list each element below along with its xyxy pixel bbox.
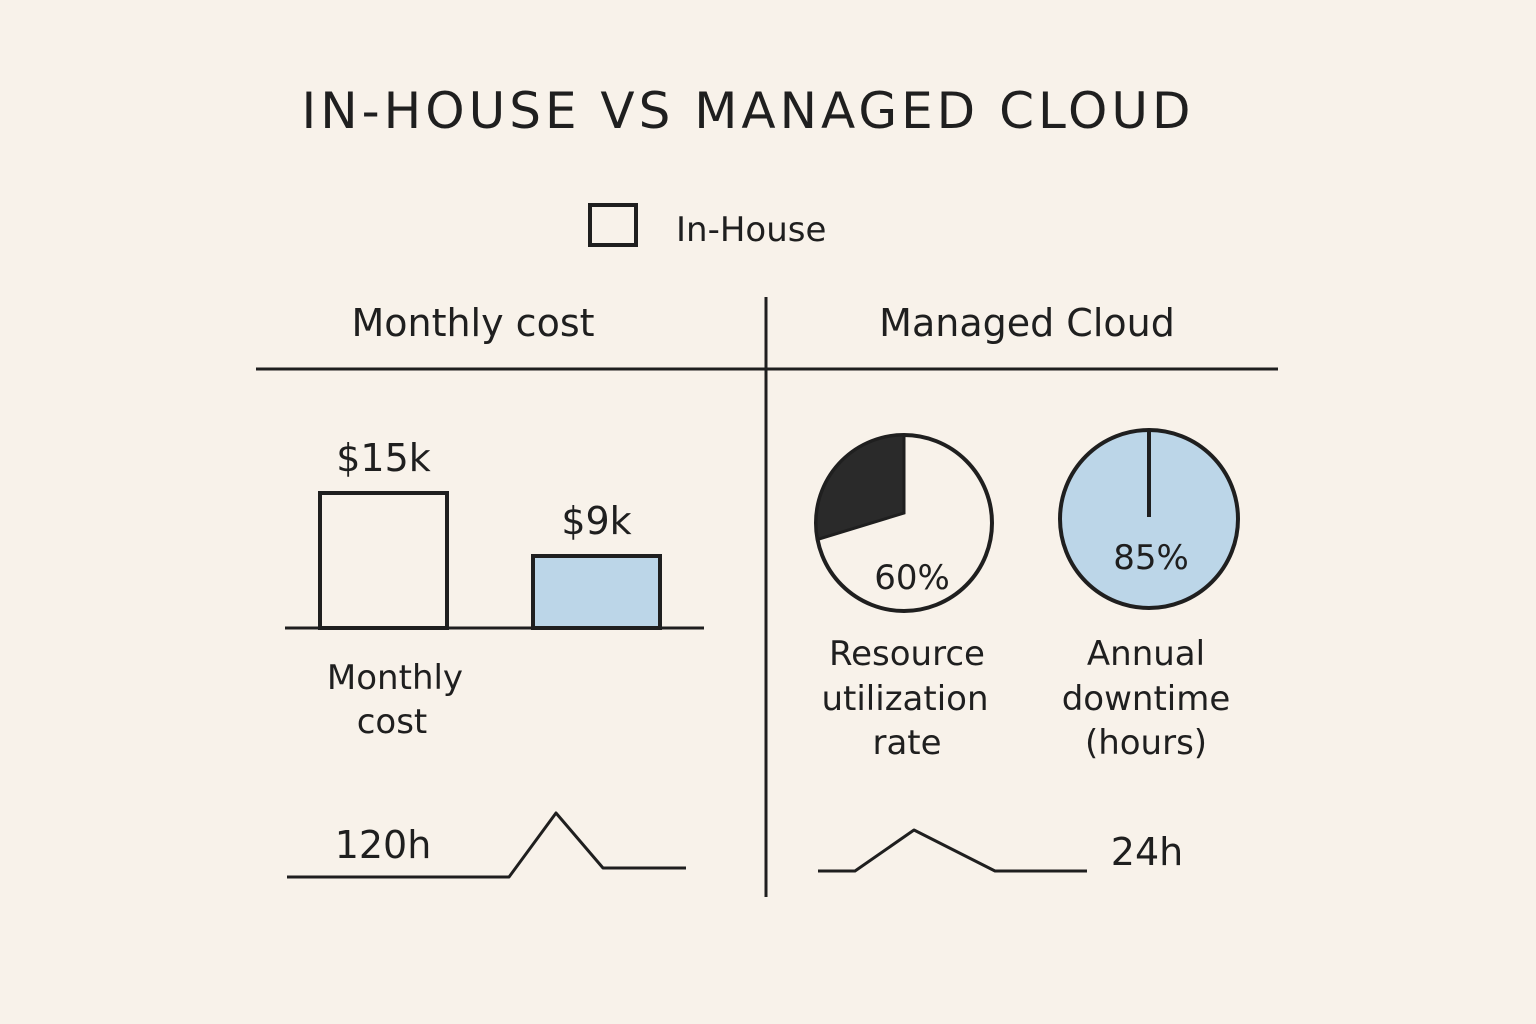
managed-downtime-sparkline (818, 828, 1087, 873)
annual-downtime-pie: 85% (1058, 428, 1240, 610)
bar-value-label-in-house: $15k (336, 436, 431, 480)
bar-in-house (318, 491, 449, 630)
pie2-label-line1: Annual (1087, 634, 1205, 674)
legend-swatch-in-house (588, 203, 638, 247)
pie-slice-remainder (814, 433, 906, 542)
pie1-label-line1: Resource (829, 634, 985, 674)
pie2-label-line2: downtime (1062, 679, 1231, 719)
pie1-label-line3: rate (872, 723, 941, 763)
monthly-cost-bar-chart: $15k $9k (285, 436, 704, 630)
resource-utilization-pie: 60% (814, 433, 994, 613)
legend-label-in-house: In-House (676, 210, 826, 250)
in-house-downtime-sparkline (287, 811, 686, 879)
pie1-label-line2: utilization (821, 679, 988, 719)
bar-category-label-line2: cost (357, 702, 428, 742)
chart-title: IN-HOUSE VS MANAGED CLOUD (301, 82, 1194, 140)
right-panel-heading: Managed Cloud (879, 301, 1175, 345)
managed-downtime-label: 24h (1111, 830, 1183, 874)
bar-value-label-managed-cloud: $9k (561, 499, 631, 543)
left-panel-heading: Monthly cost (351, 301, 594, 345)
pie2-label-line3: (hours) (1085, 723, 1207, 763)
pie-value-label: 85% (1113, 538, 1189, 578)
bar-category-label-line1: Monthly (327, 658, 463, 698)
bar-managed-cloud (531, 554, 662, 630)
pie-value-label: 60% (874, 558, 950, 598)
in-house-downtime-label: 120h (335, 823, 432, 867)
